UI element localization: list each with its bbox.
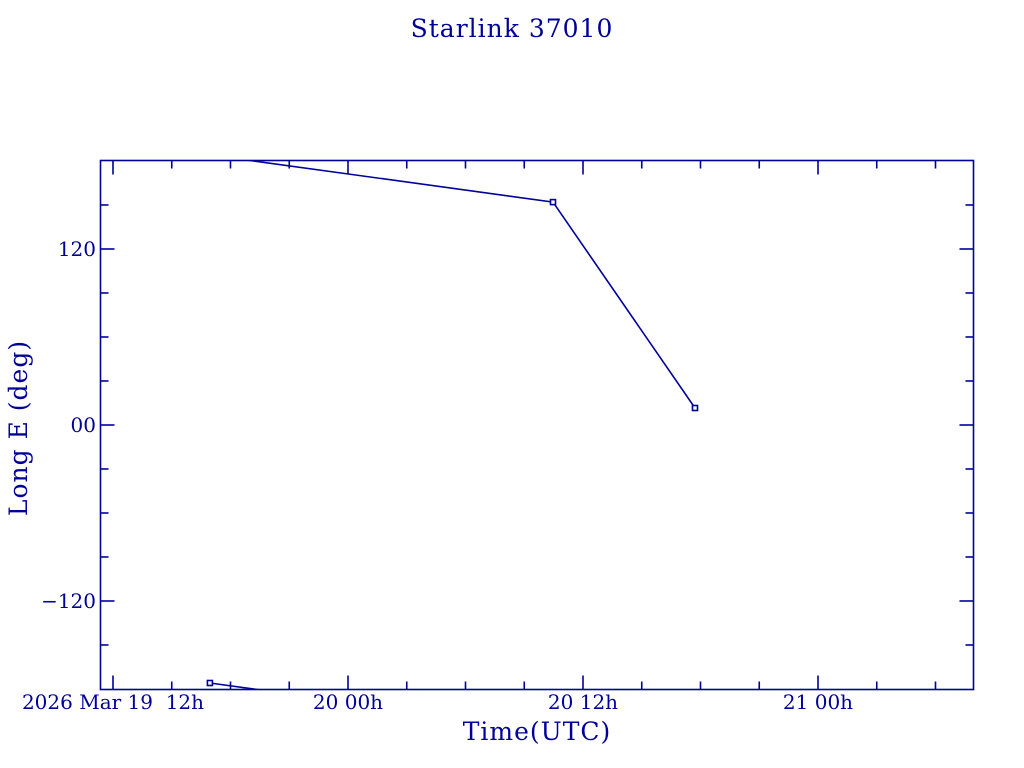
x-tick-label: 21 00h bbox=[782, 690, 854, 714]
data-line bbox=[244, 160, 696, 409]
y-tick-label: 120 bbox=[57, 236, 96, 261]
data-markers bbox=[206, 198, 699, 687]
plot-box bbox=[99, 159, 975, 691]
x-tick-label: 20 12h bbox=[547, 690, 619, 714]
data-point-marker bbox=[549, 198, 557, 206]
data-point-marker bbox=[206, 679, 214, 687]
data-line-group bbox=[209, 160, 696, 690]
data-point-marker bbox=[691, 404, 699, 412]
data-line bbox=[209, 682, 264, 690]
chart-title: Starlink 37010 bbox=[410, 14, 614, 43]
x-axis-title: Time(UTC) bbox=[462, 717, 612, 746]
y-tick-label: −120 bbox=[41, 589, 96, 613]
axis-ticks bbox=[100, 160, 974, 690]
x-tick-label: 2026 Mar 19 12h bbox=[21, 690, 205, 714]
y-tick-label: 00 bbox=[70, 413, 96, 437]
x-tick-label: 20 00h bbox=[312, 690, 384, 714]
